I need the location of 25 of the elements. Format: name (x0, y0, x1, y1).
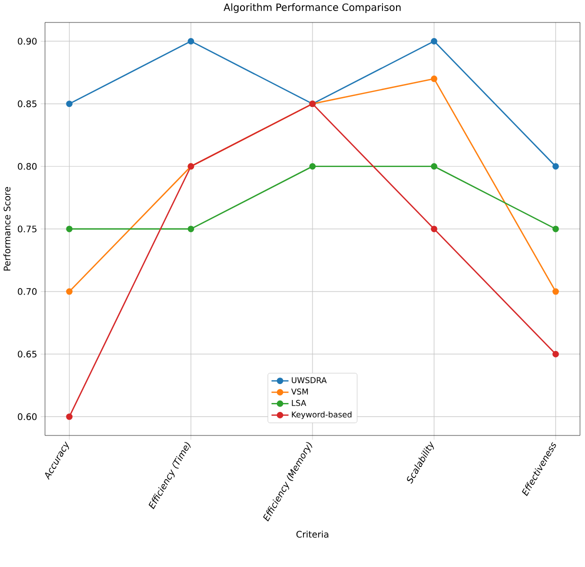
y-tick-label: 0.75 (18, 225, 36, 232)
point (552, 350, 559, 358)
y-tick-label: 0.70 (18, 288, 37, 295)
point (552, 162, 559, 170)
point (66, 413, 73, 420)
point (188, 226, 194, 232)
point (66, 288, 73, 295)
point (430, 75, 438, 82)
y-tick-label: 0.60 (18, 413, 37, 420)
point (66, 100, 73, 107)
y-tick-label: 0.90 (18, 38, 37, 44)
point (66, 226, 73, 232)
point (430, 38, 438, 44)
y-axis-title: Performance Score (3, 186, 10, 270)
y-tick-label: 0.85 (18, 100, 36, 107)
point (430, 226, 438, 232)
chart-title: Algorithm Performance Comparison (224, 3, 401, 13)
point (188, 38, 194, 44)
y-tick-label: 0.80 (18, 162, 37, 170)
point (552, 288, 559, 295)
y-tick-label: 0.65 (18, 350, 36, 358)
point (309, 162, 316, 170)
point (430, 162, 438, 170)
point (552, 226, 559, 232)
x-axis-title: Criteria (296, 530, 328, 538)
